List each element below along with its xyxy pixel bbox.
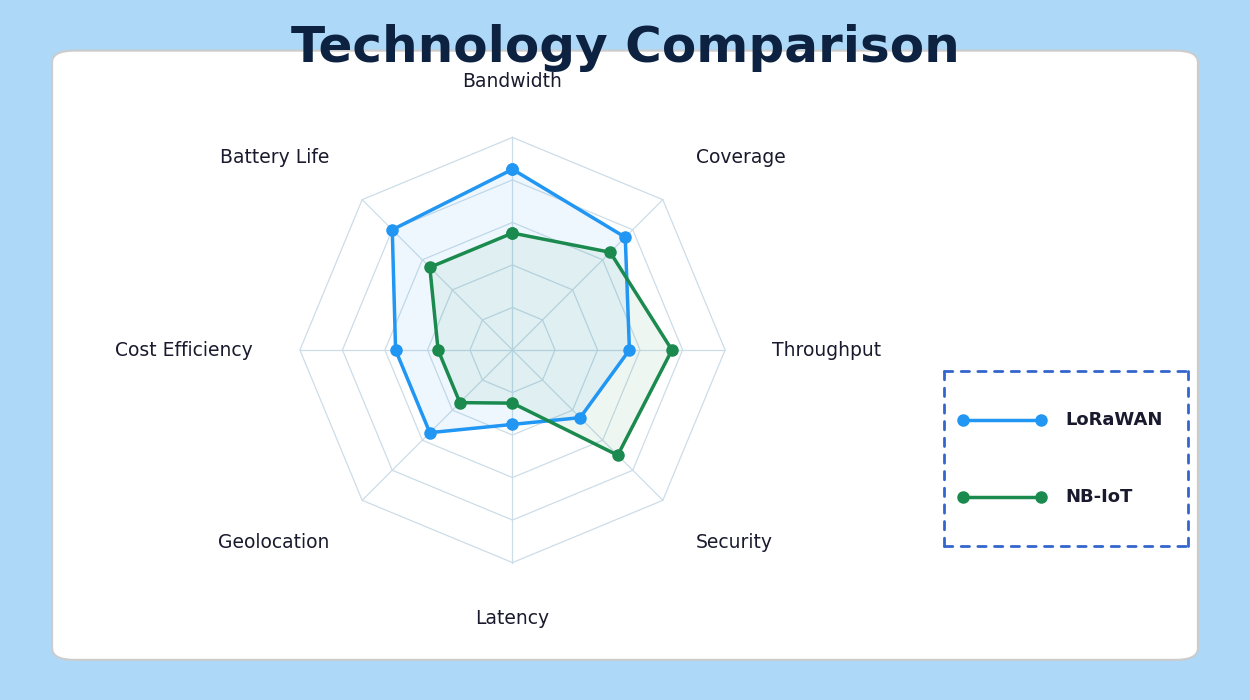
Polygon shape bbox=[430, 233, 672, 455]
Text: Bandwidth: Bandwidth bbox=[462, 71, 562, 90]
Text: Security: Security bbox=[696, 533, 772, 552]
Polygon shape bbox=[392, 169, 630, 433]
Text: NB-IoT: NB-IoT bbox=[1065, 488, 1132, 506]
Text: Battery Life: Battery Life bbox=[220, 148, 329, 167]
FancyBboxPatch shape bbox=[52, 50, 1198, 660]
Text: Geolocation: Geolocation bbox=[217, 533, 329, 552]
Text: LoRaWAN: LoRaWAN bbox=[1065, 411, 1162, 429]
Text: Latency: Latency bbox=[475, 610, 550, 629]
Text: Technology Comparison: Technology Comparison bbox=[290, 25, 960, 73]
Text: Coverage: Coverage bbox=[696, 148, 786, 167]
Text: Cost Efficiency: Cost Efficiency bbox=[115, 340, 254, 360]
Text: Throughput: Throughput bbox=[771, 340, 881, 360]
